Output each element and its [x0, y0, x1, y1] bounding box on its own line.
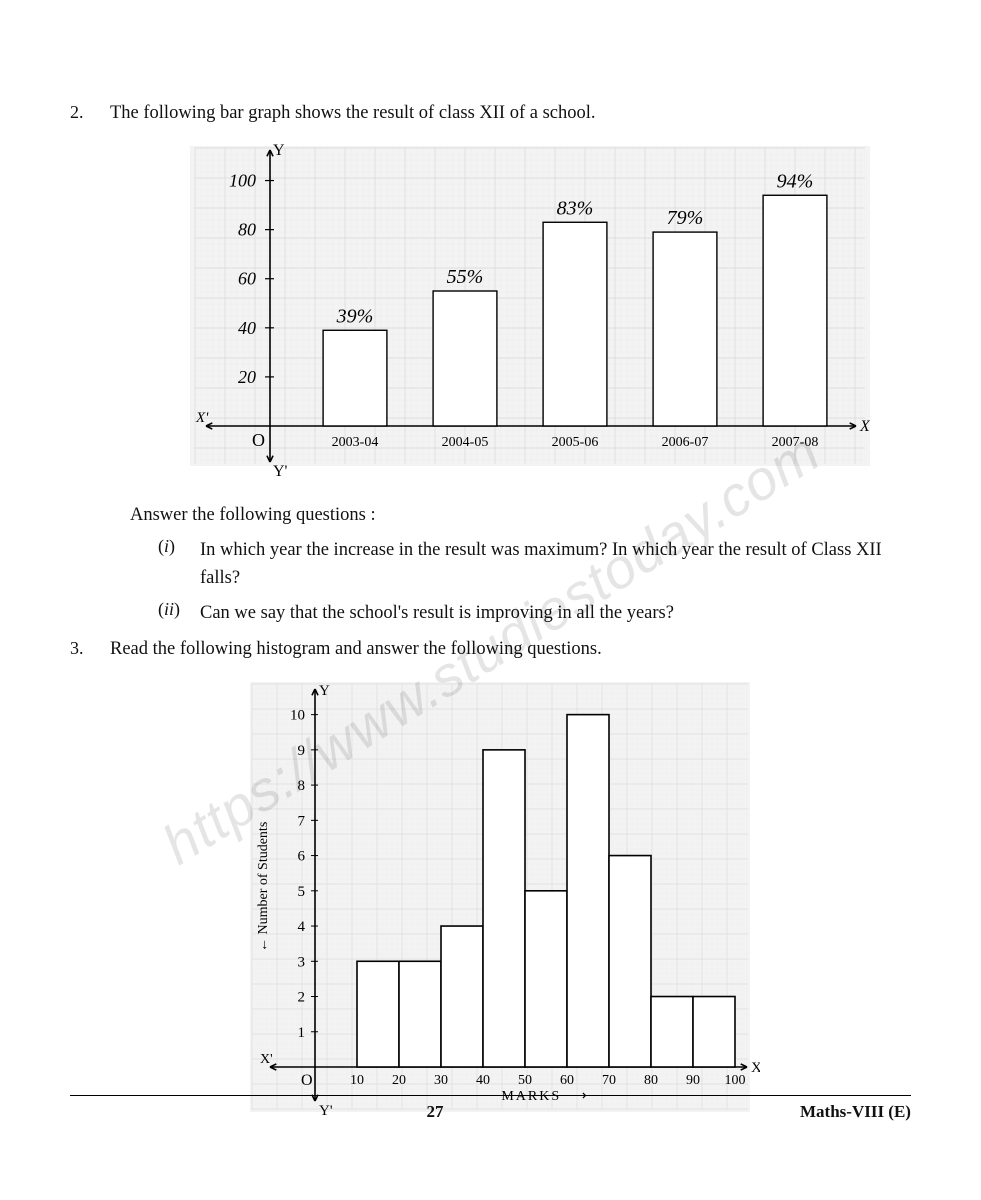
q2-sub-ii-num: ii [158, 599, 200, 628]
svg-text:80: 80 [238, 219, 256, 239]
svg-text:55%: 55% [447, 266, 484, 288]
svg-text:60: 60 [560, 1073, 574, 1088]
page-footer: 27 Maths-VIII (E) [70, 1095, 911, 1122]
svg-text:2003-04: 2003-04 [332, 435, 379, 450]
svg-text:39%: 39% [336, 305, 374, 327]
q2-answer-prompt: Answer the following questions : [130, 505, 911, 526]
svg-text:100: 100 [229, 170, 256, 190]
svg-text:2007-08: 2007-08 [772, 435, 819, 450]
svg-text:20: 20 [238, 367, 256, 387]
q2-text: The following bar graph shows the result… [110, 100, 596, 128]
page-number: 27 [427, 1102, 444, 1122]
q2-sub-i: i In which year the increase in the resu… [158, 536, 911, 593]
svg-text:2004-05: 2004-05 [442, 435, 489, 450]
svg-text:X: X [859, 418, 870, 435]
svg-text:79%: 79% [667, 207, 704, 229]
q3-number: 3. [70, 638, 110, 659]
svg-text:94%: 94% [777, 170, 814, 192]
svg-text:Y: Y [319, 683, 330, 699]
svg-text:1: 1 [298, 1024, 306, 1040]
q2-sub-ii-text: Can we say that the school's result is i… [200, 599, 674, 628]
svg-text:X': X' [195, 410, 209, 426]
q2-sub-i-text: In which year the increase in the result… [200, 536, 911, 593]
histogram: YY'XX'O12345678910102030405060708090100M… [230, 672, 911, 1137]
svg-text:90: 90 [686, 1073, 700, 1088]
q2-sub-i-num: i [158, 536, 200, 593]
svg-text:X: X [751, 1060, 760, 1076]
svg-text:2: 2 [298, 989, 306, 1005]
svg-text:2005-06: 2005-06 [552, 435, 599, 450]
svg-text:80: 80 [644, 1073, 658, 1088]
svg-text:20: 20 [392, 1073, 406, 1088]
svg-text:4: 4 [298, 919, 306, 935]
svg-text:40: 40 [238, 318, 256, 338]
footer-subject: Maths-VIII (E) [800, 1102, 911, 1122]
svg-text:40: 40 [476, 1073, 490, 1088]
svg-text:2006-07: 2006-07 [662, 435, 709, 450]
svg-text:X': X' [260, 1052, 273, 1067]
question-3: 3. Read the following histogram and answ… [70, 636, 911, 664]
svg-text:3: 3 [298, 954, 306, 970]
svg-text:Y': Y' [273, 463, 288, 480]
svg-text:10: 10 [290, 707, 305, 723]
svg-text:8: 8 [298, 778, 306, 794]
svg-text:50: 50 [518, 1073, 532, 1088]
page: https://www.studiestoday.com 2. The foll… [0, 0, 981, 1200]
q3-text: Read the following histogram and answer … [110, 636, 602, 664]
svg-text:O: O [301, 1072, 313, 1089]
svg-text:83%: 83% [557, 197, 594, 219]
svg-text:← Number of Students: ← Number of Students [256, 821, 271, 951]
svg-text:60: 60 [238, 268, 256, 288]
svg-text:9: 9 [298, 742, 306, 758]
bar-chart: 20 40 60 80 100 Y Y' X X' O 39% 2003-04 55% 2004-05 83… [150, 136, 911, 491]
svg-text:7: 7 [298, 813, 306, 829]
svg-text:6: 6 [298, 848, 306, 864]
svg-text:10: 10 [350, 1073, 364, 1088]
question-2: 2. The following bar graph shows the res… [70, 100, 911, 128]
svg-text:100: 100 [725, 1073, 746, 1088]
svg-text:Y: Y [273, 142, 285, 159]
svg-text:30: 30 [434, 1073, 448, 1088]
histogram-svg: YY'XX'O12345678910102030405060708090100M… [230, 672, 760, 1132]
bar-chart-svg: 20 40 60 80 100 Y Y' X X' O 39% 2003-04 55% 2004-05 83… [150, 136, 870, 486]
svg-text:5: 5 [298, 883, 306, 899]
svg-text:O: O [252, 430, 265, 450]
q2-sub-ii: ii Can we say that the school's result i… [158, 599, 911, 628]
svg-text:70: 70 [602, 1073, 616, 1088]
q2-number: 2. [70, 102, 110, 123]
